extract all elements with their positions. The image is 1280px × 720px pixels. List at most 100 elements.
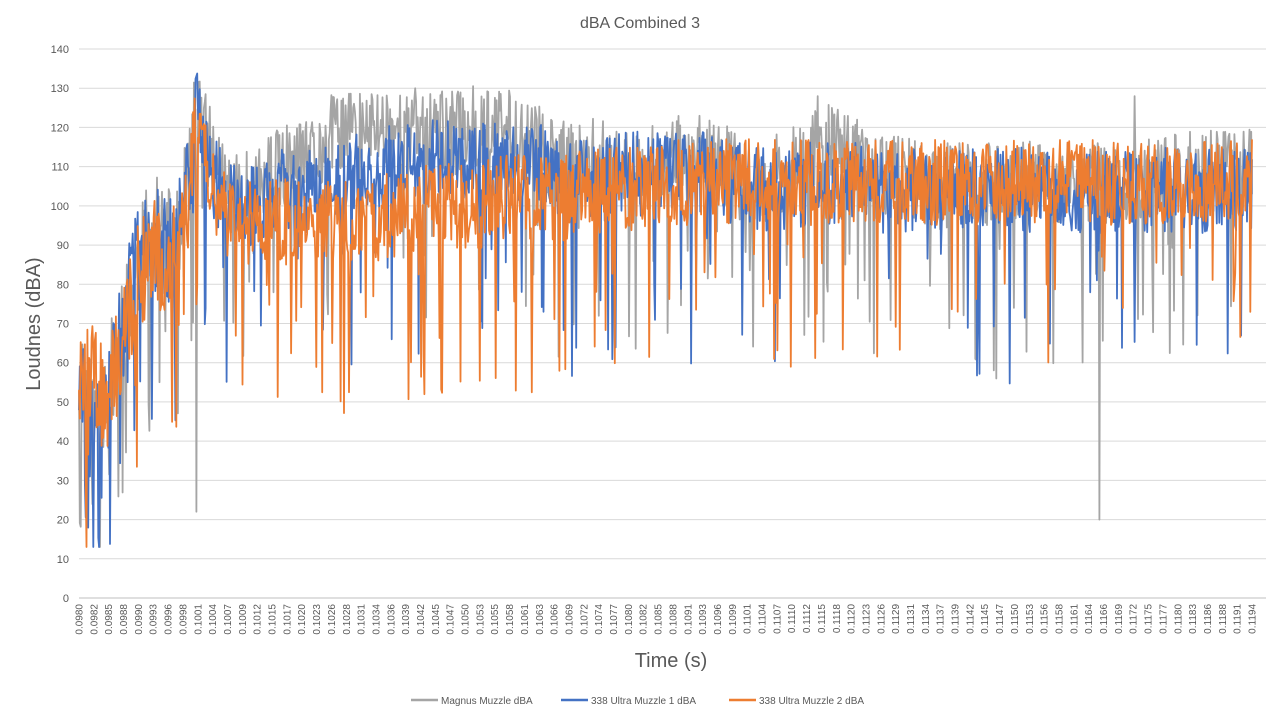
x-tick-label: 0.1082 [639,604,650,635]
x-tick-label: 0.1156 [1040,604,1051,634]
x-tick-label: 0.1080 [624,604,635,635]
x-tick-label: 0.1031 [357,604,368,635]
y-axis-title: Loudnes (dBA) [23,257,45,390]
x-tick-label: 0.1110 [787,604,798,634]
y-tick-label: 90 [57,240,69,252]
x-tick-label: 0.1194 [1248,604,1259,634]
x-tick-label: 0.0982 [89,604,100,635]
x-tick-label: 0.1017 [282,604,293,635]
x-tick-label: 0.1026 [327,604,338,635]
x-tick-label: 0.1001 [193,604,204,635]
x-tick-label: 0.1101 [743,604,754,634]
x-tick-label: 0.1096 [713,604,724,635]
x-tick-label: 0.1028 [342,604,353,635]
x-tick-label: 0.1091 [683,604,694,635]
x-tick-label: 0.1166 [1099,604,1110,634]
x-tick-label: 0.1058 [505,604,516,635]
series-line-1 [78,80,1253,548]
y-tick-label: 110 [51,162,69,174]
x-tick-label: 0.1053 [475,604,486,635]
x-tick-label: 0.1012 [253,604,264,635]
x-tick-label: 0.1183 [1188,604,1199,634]
y-tick-label: 80 [57,279,69,291]
x-tick-label: 0.1050 [461,604,472,635]
series-line-3 [78,97,1253,548]
x-tick-label: 0.1036 [386,604,397,635]
x-tick-label: 0.1161 [1069,604,1080,634]
x-tick-label: 0.1164 [1084,604,1095,634]
x-tick-label: 0.1015 [268,604,279,635]
x-tick-label: 0.1066 [550,604,561,635]
y-tick-label: 20 [57,515,69,527]
x-tick-label: 0.1139 [951,604,962,634]
y-axis-ticks: 0 10 20 30 40 50 60 70 80 90 100 110 120 130 140 [51,44,69,605]
x-tick-label: 0.1107 [772,604,783,634]
x-tick-label: 0.0993 [149,604,160,635]
y-tick-label: 140 [51,44,69,56]
legend-label-2: 338 Ultra Muzzle 1 dBA [591,696,696,707]
x-tick-label: 0.1169 [1114,604,1125,634]
y-tick-label: 50 [57,397,69,409]
x-tick-label: 0.1134 [921,604,932,634]
y-tick-label: 130 [51,83,69,95]
x-axis-ticks: 0.0980 0.0982 0.0985 0.0988 0.0990 0.0993 0.09… [75,604,1259,635]
x-tick-label: 0.1093 [698,604,709,635]
x-tick-label: 0.1085 [654,604,665,635]
x-tick-label: 0.1180 [1173,604,1184,634]
x-tick-label: 0.1158 [1054,604,1065,634]
x-tick-label: 0.1009 [238,604,249,635]
x-tick-label: 0.1172 [1129,604,1140,634]
x-tick-label: 0.1126 [876,604,887,634]
x-tick-label: 0.1023 [312,604,323,635]
x-tick-label: 0.0980 [75,604,86,635]
x-tick-label: 0.1099 [728,604,739,635]
x-tick-label: 0.1088 [668,604,679,635]
x-tick-label: 0.0988 [119,604,130,635]
x-tick-label: 0.1153 [1025,604,1036,634]
legend-label-1: Magnus Muzzle dBA [441,696,533,707]
x-tick-label: 0.1077 [609,604,620,635]
x-tick-label: 0.1072 [579,604,590,635]
x-tick-label: 0.0985 [104,604,115,635]
y-tick-label: 40 [57,436,69,448]
x-tick-label: 0.1129 [891,604,902,634]
x-tick-label: 0.0998 [178,604,189,635]
series-lines [78,72,1253,548]
x-tick-label: 0.1118 [832,604,843,634]
y-tick-label: 120 [51,122,69,134]
x-tick-label: 0.1074 [594,604,605,635]
x-tick-label: 0.1034 [371,604,382,635]
x-tick-label: 0.1047 [446,604,457,635]
x-tick-label: 0.1055 [490,604,501,635]
x-tick-label: 0.1004 [208,604,219,635]
legend: Magnus Muzzle dBA 338 Ultra Muzzle 1 dBA 3… [411,696,864,707]
y-tick-label: 100 [51,201,69,213]
legend-label-3: 338 Ultra Muzzle 2 dBA [759,696,864,707]
chart-title: dBA Combined 3 [580,15,700,32]
x-tick-label: 0.1112 [802,604,813,634]
x-tick-label: 0.1142 [965,604,976,634]
x-tick-label: 0.1188 [1218,604,1229,634]
x-tick-label: 0.1123 [861,604,872,634]
x-tick-label: 0.1186 [1203,604,1214,634]
x-tick-label: 0.1069 [564,604,575,635]
y-tick-label: 10 [57,554,69,566]
x-tick-label: 0.1137 [936,604,947,634]
x-tick-label: 0.1145 [980,604,991,634]
x-tick-label: 0.1061 [520,604,531,635]
x-tick-label: 0.1120 [847,604,858,634]
x-tick-label: 0.1039 [401,604,412,635]
x-tick-label: 0.1191 [1233,604,1244,634]
x-tick-label: 0.1020 [297,604,308,635]
x-tick-label: 0.1007 [223,604,234,635]
x-tick-label: 0.1104 [758,604,769,634]
x-axis-title: Time (s) [635,650,708,672]
x-tick-label: 0.1175 [1144,604,1155,634]
y-tick-label: 0 [63,593,69,605]
x-tick-label: 0.1115 [817,604,828,634]
y-tick-label: 30 [57,475,69,487]
x-tick-label: 0.1177 [1158,604,1169,634]
y-tick-label: 70 [57,319,69,331]
x-tick-label: 0.1042 [416,604,427,635]
